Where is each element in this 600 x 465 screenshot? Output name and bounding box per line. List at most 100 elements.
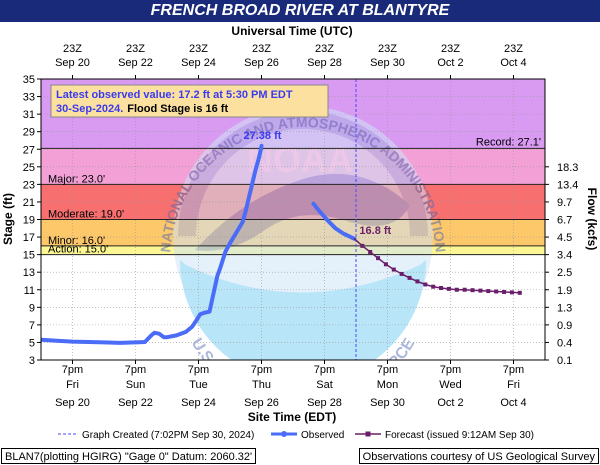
bottom-tick-date: Sep 28 bbox=[307, 397, 342, 409]
forecast-point bbox=[509, 290, 514, 295]
y-tick-label: 19 bbox=[23, 215, 35, 227]
y-axis-label: Stage (ft) bbox=[1, 193, 15, 245]
category-labels: Record: 27.1' Major: 23.0' Moderate: 19.0'… bbox=[48, 136, 541, 255]
forecast-point bbox=[502, 289, 507, 294]
top-tick-date: Sep 24 bbox=[181, 57, 216, 69]
y-tick-label: 7 bbox=[29, 320, 35, 332]
forecast-point bbox=[376, 256, 381, 261]
datum-footer: BLAN7(plotting HGIRG) "Gage 0" Datum: 20… bbox=[1, 448, 257, 464]
latest-observed-box-bg bbox=[50, 84, 329, 118]
bottom-tick-day: Fri bbox=[66, 379, 79, 391]
top-tick-date: Sep 26 bbox=[244, 57, 279, 69]
top-tick-date: Oct 4 bbox=[500, 57, 526, 69]
bottom-tick-day: Mon bbox=[377, 379, 398, 391]
top-tick-time: 23Z bbox=[378, 43, 397, 55]
forecast-point bbox=[470, 288, 475, 293]
legend: Graph Created (7:02PM Sep 30, 2024) Obse… bbox=[58, 430, 534, 441]
flood-stage-line: 30-Sep-2024. Flood Stage is 16 ft bbox=[56, 103, 228, 115]
flow-tick-label: 1.9 bbox=[557, 285, 572, 297]
flood-stage-text: Flood Stage is 16 ft bbox=[127, 103, 228, 115]
forecast-point bbox=[486, 289, 491, 294]
moderate-label: Moderate: 19.0' bbox=[48, 209, 124, 221]
forecast-start-annotation: 16.8 ft bbox=[359, 225, 391, 237]
top-tick-date: Sep 22 bbox=[118, 57, 153, 69]
record-label: Record: 27.1' bbox=[476, 136, 541, 148]
bottom-tick-date: Sep 24 bbox=[181, 397, 216, 409]
top-tick-time: 23Z bbox=[504, 43, 523, 55]
bottom-tick-day: Tue bbox=[189, 379, 208, 391]
y-tick-label: 17 bbox=[23, 232, 35, 244]
forecast-point bbox=[517, 290, 522, 295]
bottom-tick-time: 7pm bbox=[503, 364, 524, 376]
forecast-point bbox=[446, 286, 451, 291]
top-tick-time: 23Z bbox=[252, 43, 271, 55]
y-tick-label: 11 bbox=[24, 285, 35, 297]
top-tick-time: 23Z bbox=[189, 43, 208, 55]
forecast-point bbox=[454, 287, 459, 292]
latest-observed-text: Latest observed value: 17.2 ft at 5:30 P… bbox=[56, 89, 293, 101]
flow-tick-label: 18.3 bbox=[557, 162, 578, 174]
flow-tick-label: 1.3 bbox=[557, 302, 572, 314]
y-tick-label: 35 bbox=[23, 74, 35, 86]
forecast-point bbox=[368, 249, 373, 254]
series-layer bbox=[41, 143, 522, 345]
observed-series-line-recent bbox=[311, 201, 357, 241]
bottom-tick-date: Sep 22 bbox=[118, 397, 153, 409]
forecast-point bbox=[360, 243, 365, 248]
bottom-tick-date: Sep 30 bbox=[370, 397, 405, 409]
top-axis: 23Z Sep 20 23Z Sep 22 23Z Sep 24 23Z Sep 26 23Z S… bbox=[55, 43, 527, 79]
legend-forecast-marker bbox=[365, 431, 371, 437]
top-tick-date: Oct 2 bbox=[437, 57, 463, 69]
threshold-lines bbox=[41, 147, 545, 256]
bottom-tick-day: Sat bbox=[316, 379, 333, 391]
forecast-point bbox=[423, 282, 428, 287]
bottom-tick-date: Sep 20 bbox=[55, 397, 90, 409]
legend-observed: Observed bbox=[301, 430, 344, 441]
top-tick-time: 23Z bbox=[441, 43, 460, 55]
flow-tick-label: 0.9 bbox=[557, 320, 572, 332]
bottom-tick-day: Fri bbox=[507, 379, 520, 391]
y-tick-label: 3 bbox=[29, 355, 35, 367]
y-tick-label: 9 bbox=[29, 302, 35, 314]
flow-tick-label: 2.5 bbox=[557, 267, 572, 279]
flow-tick-label: 0.4 bbox=[557, 337, 572, 349]
forecast-point bbox=[407, 275, 412, 280]
top-tick-date: Sep 28 bbox=[307, 57, 342, 69]
latest-observed-date: 30-Sep-2024. bbox=[56, 103, 123, 115]
top-tick-date: Sep 30 bbox=[370, 57, 405, 69]
bottom-tick-date: Sep 26 bbox=[244, 397, 279, 409]
flow-tick-label: 9.7 bbox=[557, 197, 572, 209]
peak-annotation: 27.38 ft bbox=[244, 130, 282, 142]
forecast-series-line bbox=[353, 238, 521, 294]
bottom-tick-time: 7pm bbox=[125, 364, 146, 376]
forecast-point bbox=[478, 288, 483, 293]
forecast-point bbox=[494, 289, 499, 294]
forecast-point bbox=[383, 262, 388, 267]
y-tick-label: 5 bbox=[29, 337, 35, 349]
chart-title: FRENCH BROAD RIVER AT BLANTYRE bbox=[0, 0, 600, 22]
bottom-tick-time: 7pm bbox=[251, 364, 272, 376]
top-tick-time: 23Z bbox=[315, 43, 334, 55]
forecast-point bbox=[415, 279, 420, 284]
flow-tick-label: 0.1 bbox=[557, 355, 572, 367]
bottom-tick-date: Oct 4 bbox=[500, 397, 526, 409]
legend-forecast: Forecast (issued 9:12AM Sep 30) bbox=[385, 430, 534, 441]
source-footer: Observations courtesy of US Geological S… bbox=[358, 448, 599, 464]
action-label: Action: 15.0' bbox=[48, 244, 108, 256]
top-tick-time: 23Z bbox=[126, 43, 145, 55]
y-tick-label: 13 bbox=[23, 267, 35, 279]
flow-tick-label: 3.4 bbox=[557, 250, 572, 262]
top-tick-date: Sep 20 bbox=[55, 57, 90, 69]
y-tick-label: 25 bbox=[23, 162, 35, 174]
y-tick-label: 33 bbox=[23, 92, 35, 104]
watermark-center-text: NOAA bbox=[247, 139, 353, 180]
flow-tick-label: 4.5 bbox=[557, 232, 572, 244]
forecast-point bbox=[439, 285, 444, 290]
forecast-point bbox=[391, 267, 396, 272]
legend-graph-created: Graph Created (7:02PM Sep 30, 2024) bbox=[82, 430, 254, 441]
bottom-tick-day: Thu bbox=[252, 379, 271, 391]
forecast-point bbox=[462, 287, 467, 292]
bottom-tick-time: 7pm bbox=[377, 364, 398, 376]
bottom-tick-day: Sun bbox=[126, 379, 146, 391]
